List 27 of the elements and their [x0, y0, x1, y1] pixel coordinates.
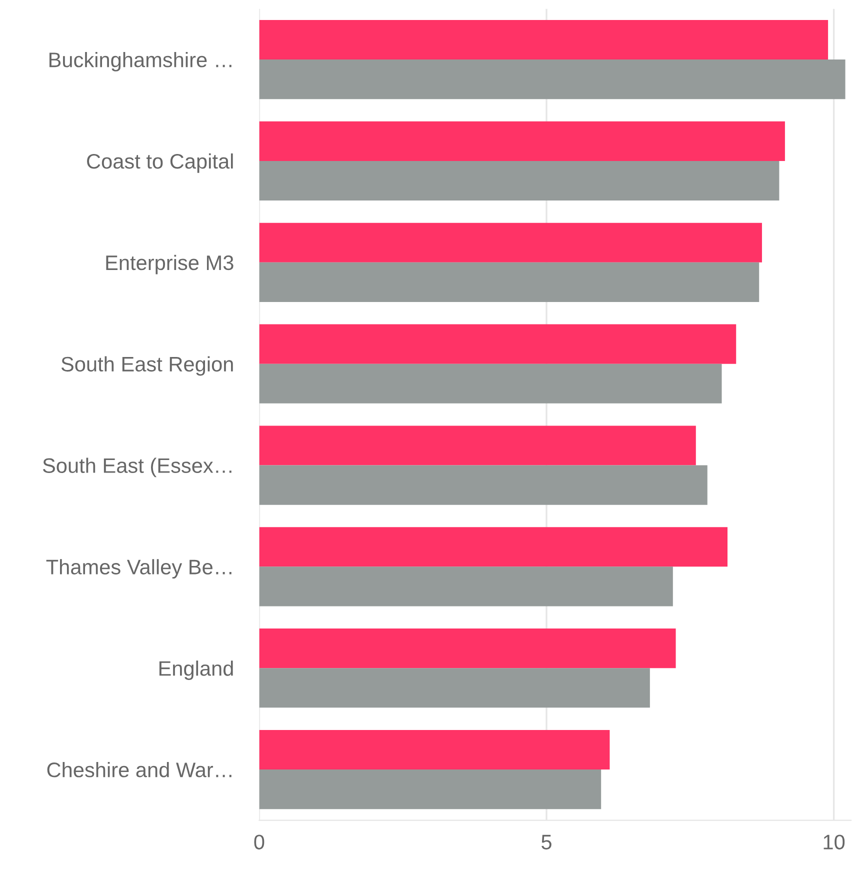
bar [259, 527, 728, 567]
bar [259, 465, 708, 505]
x-tick-label: 10 [824, 834, 845, 850]
bar [259, 668, 650, 708]
bar [259, 222, 762, 262]
bar [259, 364, 722, 404]
bar [259, 566, 673, 606]
y-tick-label: Enterprise M3 [106, 254, 234, 274]
bar [259, 426, 696, 466]
bar [259, 770, 602, 810]
y-tick-label: Cheshire and War… [47, 762, 232, 778]
x-tick-label: 0 [254, 834, 264, 850]
bar [259, 121, 785, 161]
bar [259, 730, 610, 770]
y-tick-label: South East Region [61, 356, 233, 376]
y-tick-label: Thames Valley Be… [46, 559, 232, 579]
bar [259, 262, 760, 302]
bar [259, 324, 736, 364]
y-tick-label: Coast to Capital [87, 153, 233, 173]
bar [259, 160, 780, 201]
y-tick-label: England [159, 660, 233, 680]
bar [259, 628, 676, 668]
bar [259, 20, 828, 60]
y-tick-label: South East (Essex… [42, 458, 232, 478]
x-tick-label: 5 [542, 834, 552, 850]
y-tick-label: Buckinghamshire … [49, 52, 232, 72]
bar [259, 60, 846, 100]
